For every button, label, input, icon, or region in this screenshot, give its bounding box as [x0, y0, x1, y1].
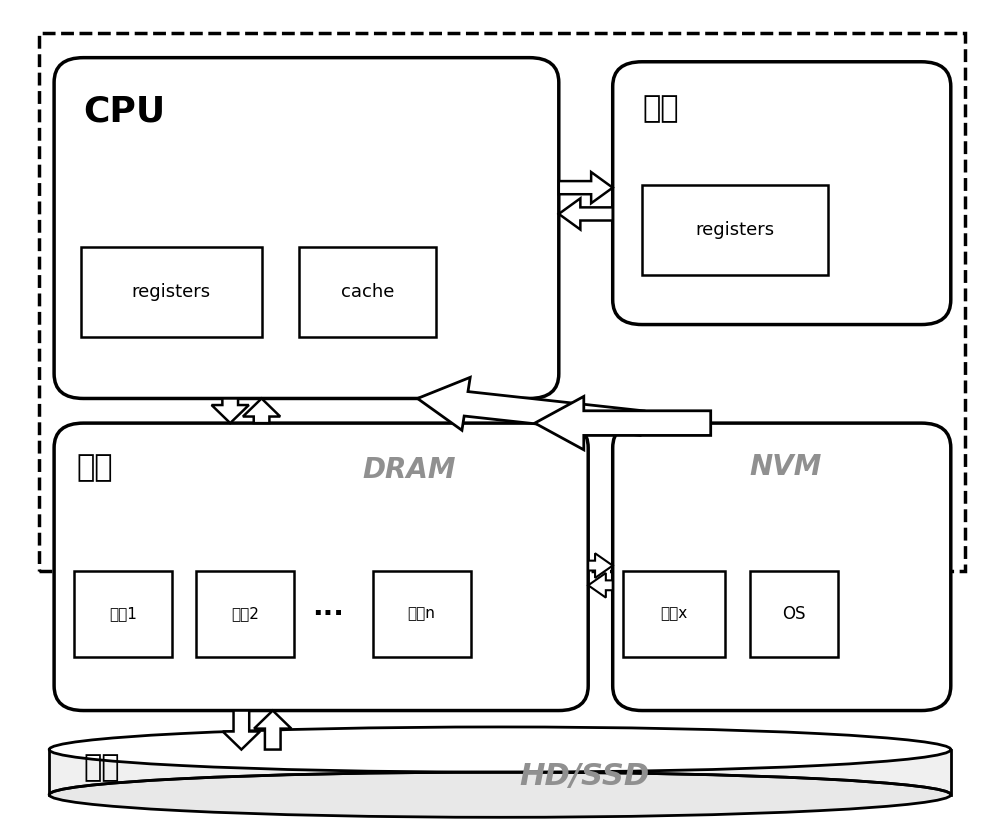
- FancyBboxPatch shape: [613, 423, 951, 711]
- FancyArrow shape: [223, 711, 260, 749]
- Bar: [373, 571, 471, 657]
- Ellipse shape: [49, 772, 951, 817]
- Text: HD/SSD: HD/SSD: [520, 762, 650, 791]
- Text: NVM: NVM: [750, 453, 822, 482]
- Text: 进程1: 进程1: [109, 607, 137, 622]
- Ellipse shape: [49, 727, 951, 772]
- Bar: [750, 571, 838, 657]
- FancyBboxPatch shape: [613, 62, 951, 324]
- FancyArrow shape: [254, 711, 291, 749]
- FancyBboxPatch shape: [54, 423, 588, 711]
- Bar: [39, 33, 965, 571]
- Text: 外设: 外设: [642, 95, 679, 124]
- Text: registers: registers: [132, 282, 211, 301]
- Bar: [622, 571, 725, 657]
- FancyArrow shape: [588, 553, 613, 578]
- FancyArrow shape: [212, 399, 249, 423]
- Text: CPU: CPU: [84, 95, 166, 128]
- Bar: [49, 749, 951, 794]
- Text: OS: OS: [782, 605, 806, 623]
- FancyArrow shape: [588, 573, 613, 597]
- Text: 进程n: 进程n: [408, 607, 436, 622]
- Bar: [81, 246, 262, 337]
- Text: cache: cache: [341, 282, 394, 301]
- Bar: [196, 571, 294, 657]
- Text: registers: registers: [696, 221, 775, 239]
- FancyArrow shape: [559, 172, 613, 204]
- Text: 进程2: 进程2: [231, 607, 259, 622]
- Text: DRAM: DRAM: [363, 456, 456, 484]
- Text: 外存: 外存: [84, 753, 120, 783]
- FancyArrow shape: [417, 377, 644, 435]
- Bar: [299, 246, 436, 337]
- Text: 进程x: 进程x: [660, 607, 688, 622]
- Bar: [74, 571, 172, 657]
- Bar: [642, 185, 828, 275]
- Text: ···: ···: [313, 601, 344, 628]
- FancyBboxPatch shape: [54, 58, 559, 399]
- Text: 内存: 内存: [77, 453, 113, 483]
- FancyArrow shape: [559, 199, 613, 230]
- FancyArrow shape: [243, 399, 280, 423]
- FancyArrow shape: [535, 396, 711, 450]
